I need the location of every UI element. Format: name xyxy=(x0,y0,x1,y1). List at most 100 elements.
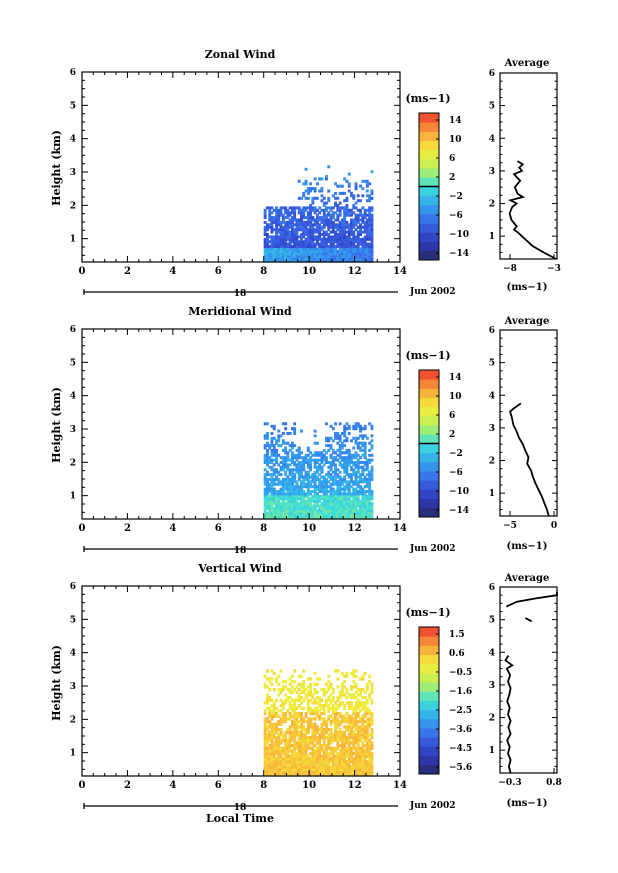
heatmap-cell xyxy=(354,201,358,205)
heatmap-cell xyxy=(293,760,297,764)
heatmap-cell xyxy=(334,196,337,200)
heatmap-cell xyxy=(309,736,312,740)
heatmap-cell xyxy=(306,189,310,193)
heatmap-cell xyxy=(354,487,358,491)
heatmap-cell xyxy=(293,249,297,253)
heatmap-cell xyxy=(343,504,347,508)
heatmap-cell xyxy=(318,473,322,477)
heatmap-cell xyxy=(266,434,269,438)
heatmap-cell xyxy=(352,470,356,474)
heatmap-cell xyxy=(345,196,349,200)
heatmap-cell xyxy=(263,247,267,251)
heatmap-cell xyxy=(316,254,319,258)
heatmap-cell xyxy=(338,475,342,479)
heatmap-cell xyxy=(316,475,319,479)
heatmap-cell xyxy=(268,696,272,700)
heatmap-cell xyxy=(300,216,303,220)
heatmap-cell xyxy=(356,773,360,777)
heatmap-cell xyxy=(279,722,283,726)
heatmap-cell xyxy=(309,722,312,726)
heatmap-cell xyxy=(352,730,356,734)
heatmap-cell xyxy=(338,712,342,716)
heatmap-cell xyxy=(336,744,340,748)
heatmap-cell xyxy=(334,218,337,222)
x-tick-label: 10 xyxy=(302,780,316,791)
heatmap-cell xyxy=(327,165,331,169)
heatmap-cell xyxy=(286,760,290,764)
heatmap-cell xyxy=(306,720,310,724)
heatmap-cell xyxy=(361,516,365,520)
heatmap-cell xyxy=(322,237,326,241)
heatmap-cell xyxy=(345,252,349,256)
heatmap-cell xyxy=(316,497,319,501)
heatmap-cell xyxy=(359,492,362,496)
heatmap-cell xyxy=(356,444,360,448)
heatmap-cell xyxy=(340,682,344,686)
heatmap-cell xyxy=(334,706,337,710)
heatmap-cell xyxy=(354,228,358,232)
y-tick-label: 3 xyxy=(70,168,76,178)
heatmap-cell xyxy=(263,220,267,224)
heatmap-cell xyxy=(370,754,374,758)
heatmap-cell xyxy=(322,494,326,498)
heatmap-cell xyxy=(325,249,328,253)
heatmap-cell xyxy=(318,237,322,241)
panel-2-month-label: Jun 2002 xyxy=(409,544,456,554)
heatmap-cell xyxy=(284,765,288,769)
heatmap-cell xyxy=(304,216,308,220)
heatmap-cell xyxy=(295,458,299,462)
heatmap-cell xyxy=(293,499,297,503)
heatmap-cell xyxy=(266,701,269,705)
heatmap-cell xyxy=(272,247,276,251)
heatmap-cell xyxy=(281,432,285,435)
heatmap-cell xyxy=(363,427,367,431)
heatmap-cell xyxy=(272,768,276,772)
colorbar-band xyxy=(419,627,439,637)
heatmap-cell xyxy=(345,725,349,729)
x-tick-label: 12 xyxy=(348,523,362,534)
heatmap-cell xyxy=(370,208,374,212)
heatmap-cell xyxy=(279,765,283,769)
heatmap-cell xyxy=(288,717,292,721)
heatmap-cell xyxy=(281,762,285,766)
heatmap-cell xyxy=(279,208,283,212)
colorbar-tick-label: 2 xyxy=(449,430,455,440)
heatmap-cell xyxy=(361,252,365,256)
heatmap-cell xyxy=(272,511,276,515)
heatmap-cell xyxy=(338,208,342,212)
heatmap-cell xyxy=(322,504,326,508)
heatmap-cell xyxy=(309,249,312,253)
heatmap-cell xyxy=(350,514,353,518)
heatmap-cell xyxy=(309,182,312,186)
average-y-tick-label: 4 xyxy=(489,391,495,401)
heatmap-cell xyxy=(272,765,276,769)
heatmap-cell xyxy=(300,730,303,734)
heatmap-cell xyxy=(272,453,276,457)
heatmap-cell xyxy=(347,730,351,734)
heatmap-cell xyxy=(363,504,367,508)
heatmap-cell xyxy=(316,725,319,729)
heatmap-cell xyxy=(365,728,369,732)
heatmap-cell xyxy=(311,717,315,721)
heatmap-cell xyxy=(291,749,294,753)
heatmap-cell xyxy=(270,717,274,721)
heatmap-cell xyxy=(343,259,347,263)
heatmap-cell xyxy=(281,738,285,742)
heatmap-cell xyxy=(304,516,308,520)
heatmap-cell xyxy=(322,741,326,745)
heatmap-cell xyxy=(352,752,356,756)
heatmap-cell xyxy=(336,754,340,758)
heatmap-cell xyxy=(288,211,292,215)
heatmap-cell xyxy=(281,494,285,498)
heatmap-cell xyxy=(365,465,369,469)
heatmap-cell xyxy=(345,768,349,772)
heatmap-cell xyxy=(336,254,340,258)
heatmap-cell xyxy=(270,465,274,469)
heatmap-cell xyxy=(336,213,340,217)
heatmap-cell xyxy=(352,223,356,227)
heatmap-cell xyxy=(304,492,308,496)
heatmap-cell xyxy=(311,712,315,716)
heatmap-cell xyxy=(331,746,335,750)
heatmap-cell xyxy=(320,502,324,506)
heatmap-cell xyxy=(336,448,340,452)
